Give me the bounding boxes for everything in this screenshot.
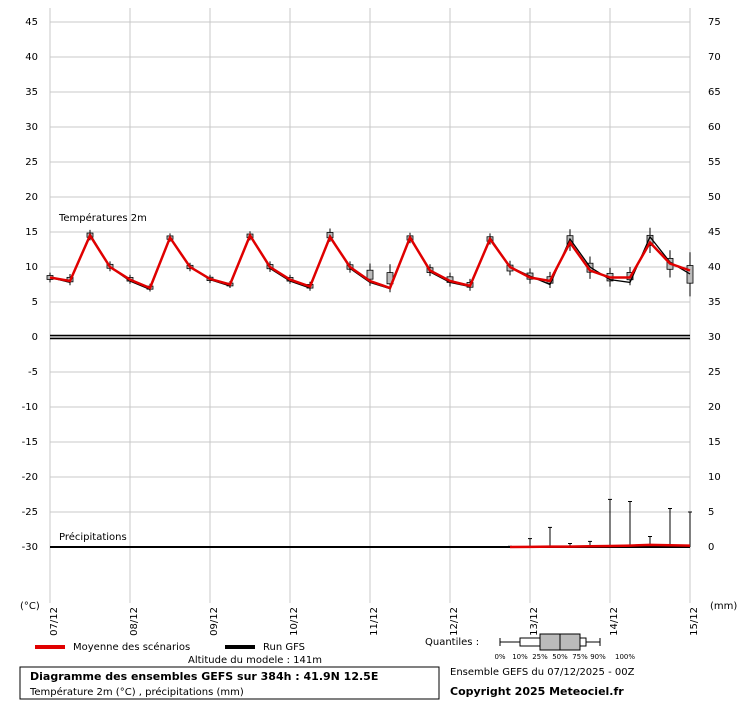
quantile-level: 0% (494, 653, 505, 661)
x-tick-label: 14/12 (609, 607, 620, 636)
run-label: Ensemble GEFS du 07/12/2025 - 00Z (450, 667, 635, 678)
x-tick-label: 12/12 (449, 607, 460, 636)
x-tick-label: 09/12 (209, 607, 220, 636)
y2-tick-label: 10 (708, 472, 721, 483)
x-tick-label: 11/12 (369, 607, 380, 636)
quantile-level: 75% (572, 653, 588, 661)
quantile-level: 100% (615, 653, 635, 661)
y2-tick-label: 5 (708, 507, 714, 518)
y-axis-label: (°C) (20, 601, 40, 612)
quantile-level: 90% (590, 653, 606, 661)
y2-tick-label: 65 (708, 87, 721, 98)
x-tick-label: 08/12 (129, 607, 140, 636)
y2-tick-label: 40 (708, 262, 721, 273)
y2-tick-label: 45 (708, 227, 721, 238)
y2-tick-label: 60 (708, 122, 721, 133)
series-line (49, 232, 691, 290)
precipitation-label: Précipitations (59, 531, 127, 543)
y2-tick-label: 30 (708, 332, 721, 343)
legend-label: Moyenne des scénarios (73, 641, 190, 653)
y2-tick-label: 15 (708, 437, 721, 448)
quantiles-label: Quantiles : (425, 637, 479, 648)
quantile-level: 25% (532, 653, 548, 661)
y2-tick-label: 20 (708, 402, 721, 413)
chart-subtitle: Température 2m (°C) , précipitations (mm… (29, 686, 244, 698)
spread-box (366, 269, 374, 280)
y2-axis-label: (mm) (710, 601, 737, 612)
y-tick-label: 35 (25, 87, 38, 98)
y-tick-label: 20 (25, 192, 38, 203)
chart-title: Diagramme des ensembles GEFS sur 384h : … (30, 670, 378, 683)
y-tick-label: 10 (25, 262, 38, 273)
y-tick-label: -25 (22, 507, 38, 518)
quantile-level: 10% (512, 653, 528, 661)
y2-tick-label: 55 (708, 157, 721, 168)
y-tick-label: -10 (22, 402, 38, 413)
y-tick-label: 0 (32, 332, 38, 343)
altitude: Altitude du modele : 141m (188, 655, 322, 666)
quantile-level: 50% (552, 653, 568, 661)
y2-tick-label: 75 (708, 17, 721, 28)
caption-box (19, 666, 440, 700)
y-tick-label: 45 (25, 17, 38, 28)
precip-mean-line (509, 543, 691, 549)
spread-box (686, 265, 694, 284)
y2-tick-label: 35 (708, 297, 721, 308)
y-tick-label: -20 (22, 472, 38, 483)
x-tick-label: 10/12 (289, 607, 300, 636)
y-tick-label: 40 (25, 52, 38, 63)
x-tick-label: 07/12 (49, 607, 60, 636)
y-tick-label: 15 (25, 227, 38, 238)
y2-tick-label: 70 (708, 52, 721, 63)
y-tick-label: 30 (25, 122, 38, 133)
y2-tick-label: 0 (708, 542, 714, 553)
x-tick-label: 15/12 (689, 607, 700, 636)
y-tick-label: -5 (28, 367, 38, 378)
y-tick-label: -15 (22, 437, 38, 448)
y-tick-label: 25 (25, 157, 38, 168)
y2-tick-label: 25 (708, 367, 721, 378)
legend-label: Run GFS (263, 642, 305, 653)
temperature-label: Températures 2m (58, 212, 147, 224)
x-tick-label: 13/12 (529, 607, 540, 636)
y2-tick-label: 50 (708, 192, 721, 203)
y-tick-label: 5 (32, 297, 38, 308)
copyright: Copyright 2025 Meteociel.fr (450, 685, 624, 698)
y-tick-label: -30 (22, 542, 38, 553)
quantile-key (499, 633, 601, 651)
